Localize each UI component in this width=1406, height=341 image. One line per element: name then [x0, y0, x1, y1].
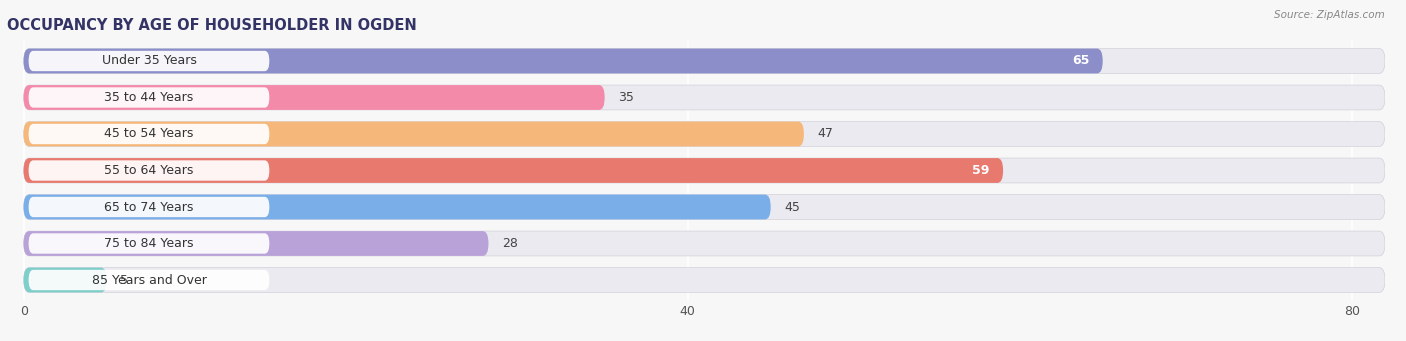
Text: 45 to 54 Years: 45 to 54 Years	[104, 128, 194, 140]
FancyBboxPatch shape	[28, 233, 270, 254]
FancyBboxPatch shape	[24, 85, 605, 110]
Text: 35 to 44 Years: 35 to 44 Years	[104, 91, 194, 104]
FancyBboxPatch shape	[24, 231, 488, 256]
FancyBboxPatch shape	[24, 48, 1102, 73]
Text: 65 to 74 Years: 65 to 74 Years	[104, 201, 194, 213]
Text: 75 to 84 Years: 75 to 84 Years	[104, 237, 194, 250]
FancyBboxPatch shape	[28, 51, 270, 71]
FancyBboxPatch shape	[24, 268, 107, 293]
FancyBboxPatch shape	[24, 48, 1385, 73]
FancyBboxPatch shape	[24, 231, 1385, 256]
Text: 28: 28	[502, 237, 517, 250]
Text: 45: 45	[785, 201, 800, 213]
Text: 35: 35	[619, 91, 634, 104]
FancyBboxPatch shape	[24, 85, 1385, 110]
FancyBboxPatch shape	[28, 270, 270, 290]
Text: 85 Years and Over: 85 Years and Over	[91, 273, 207, 286]
FancyBboxPatch shape	[28, 197, 270, 217]
FancyBboxPatch shape	[24, 195, 1385, 219]
Text: 55 to 64 Years: 55 to 64 Years	[104, 164, 194, 177]
Text: 47: 47	[817, 128, 832, 140]
Text: Under 35 Years: Under 35 Years	[101, 55, 197, 68]
Text: Source: ZipAtlas.com: Source: ZipAtlas.com	[1274, 10, 1385, 20]
FancyBboxPatch shape	[24, 122, 804, 146]
Text: 65: 65	[1071, 55, 1090, 68]
FancyBboxPatch shape	[24, 158, 1002, 183]
FancyBboxPatch shape	[24, 195, 770, 219]
FancyBboxPatch shape	[28, 87, 270, 108]
Text: 59: 59	[973, 164, 990, 177]
FancyBboxPatch shape	[24, 268, 1385, 293]
FancyBboxPatch shape	[28, 160, 270, 181]
FancyBboxPatch shape	[24, 122, 1385, 146]
Text: 5: 5	[120, 273, 128, 286]
FancyBboxPatch shape	[28, 124, 270, 144]
FancyBboxPatch shape	[24, 158, 1385, 183]
Text: OCCUPANCY BY AGE OF HOUSEHOLDER IN OGDEN: OCCUPANCY BY AGE OF HOUSEHOLDER IN OGDEN	[7, 18, 416, 33]
